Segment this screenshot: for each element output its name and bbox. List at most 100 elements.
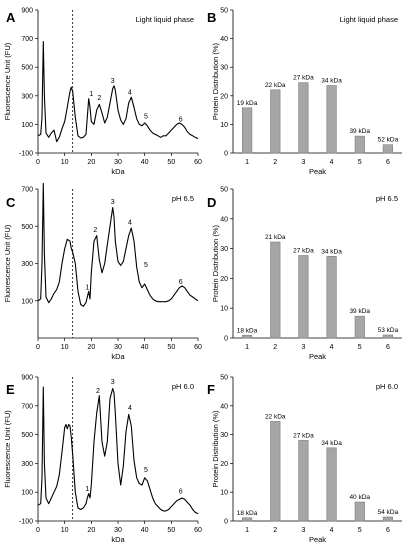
peak-label-e: 6	[179, 489, 183, 496]
bar-f	[382, 516, 394, 522]
bar-f	[270, 421, 281, 522]
bar-label-b: 27 kDa	[293, 75, 314, 82]
bar-b	[298, 82, 309, 154]
panel-annotation-b: Light liquid phase	[340, 15, 398, 24]
bar-label-f: 22 kDa	[265, 413, 286, 420]
y-tick-label-f: 10	[220, 490, 228, 497]
bar-d	[354, 315, 365, 339]
x-axis-label-b: Peak	[309, 167, 326, 176]
x-tick-label-c: 60	[194, 344, 202, 351]
bar-label-f: 40 kDa	[349, 494, 370, 501]
x-tick-label-e: 20	[87, 527, 95, 534]
peak-label-a: 5	[144, 114, 148, 121]
y-tick-label-f: 0	[224, 519, 228, 526]
x-tick-label-c: 30	[114, 344, 122, 351]
bar-d	[270, 241, 281, 339]
x-tick-label-a: 60	[194, 159, 202, 166]
peak-label-e: 4	[128, 405, 132, 412]
peak-label-c: 4	[128, 219, 132, 226]
x-tick-label-d: 6	[386, 344, 390, 351]
y-axis-label-a: Fluorescence Unit (FU)	[3, 42, 12, 120]
x-tick-label-a: 0	[36, 159, 40, 166]
peak-label-c: 2	[93, 227, 97, 234]
x-tick-label-a: 50	[167, 159, 175, 166]
panel-letter-c: C	[6, 195, 16, 210]
y-tick-label-b: 0	[224, 151, 228, 158]
bar-label-d: 39 kDa	[349, 308, 370, 315]
x-tick-label-e: 30	[114, 527, 122, 534]
peak-label-c: 6	[179, 279, 183, 286]
bar-label-f: 27 kDa	[293, 432, 314, 439]
series-line-c	[37, 182, 199, 307]
y-tick-label-a: 300	[21, 93, 33, 100]
bar-label-b: 22 kDa	[265, 82, 286, 89]
bar-label-b: 19 kDa	[237, 100, 258, 107]
y-tick-label-c: 300	[21, 261, 33, 268]
y-axis-label-e: Fluorescence Unit (FU)	[3, 410, 12, 488]
series-line-a	[37, 40, 199, 143]
y-tick-label-a: -100	[19, 151, 33, 158]
bar-d	[298, 255, 309, 339]
bar-d	[382, 334, 394, 339]
x-tick-label-e: 40	[141, 527, 149, 534]
y-tick-label-b: 50	[220, 8, 228, 15]
y-tick-label-d: 50	[220, 187, 228, 194]
y-tick-label-e: 100	[21, 490, 33, 497]
bar-label-f: 34 kDa	[321, 440, 342, 447]
panel-annotation-c: pH 6.5	[172, 194, 194, 203]
bar-label-d: 18 kDa	[237, 327, 258, 334]
x-tick-label-e: 0	[36, 527, 40, 534]
y-tick-label-f: 20	[220, 461, 228, 468]
x-tick-label-c: 20	[87, 344, 95, 351]
x-tick-label-b: 2	[273, 159, 277, 166]
y-tick-label-c: 100	[21, 298, 33, 305]
y-tick-label-e: 500	[21, 432, 33, 439]
x-axis-label-e: kDa	[111, 535, 125, 544]
bar-label-b: 52 kDa	[378, 137, 399, 144]
x-tick-label-f: 1	[245, 527, 249, 534]
peak-label-a: 3	[111, 78, 115, 85]
bar-f	[242, 517, 253, 522]
peak-label-a: 1	[89, 91, 93, 98]
panel-annotation-f: pH 6.0	[376, 382, 398, 391]
y-tick-label-f: 50	[220, 375, 228, 382]
y-tick-label-e: 300	[21, 461, 33, 468]
y-tick-label-f: 40	[220, 403, 228, 410]
y-tick-label-c: 500	[21, 224, 33, 231]
x-tick-label-f: 4	[330, 527, 334, 534]
bar-d	[326, 255, 337, 339]
x-axis-label-c: kDa	[111, 352, 125, 361]
bar-b	[382, 144, 394, 154]
x-tick-label-e: 50	[167, 527, 175, 534]
peak-label-a: 2	[97, 95, 101, 102]
y-tick-label-e: -100	[19, 519, 33, 526]
panel-annotation-d: pH 6.5	[376, 194, 398, 203]
x-tick-label-b: 5	[358, 159, 362, 166]
peak-label-e: 3	[111, 379, 115, 386]
bar-label-d: 21 kDa	[265, 234, 286, 241]
bar-label-f: 18 kDa	[237, 510, 258, 517]
y-tick-label-c: 700	[21, 187, 33, 194]
panel-letter-a: A	[6, 10, 16, 25]
y-tick-label-b: 30	[220, 65, 228, 72]
peak-label-c: 5	[144, 262, 148, 269]
y-axis-label-d: Protein Distribution (%)	[211, 224, 220, 302]
x-tick-label-d: 3	[301, 344, 305, 351]
peak-label-c: 3	[111, 199, 115, 206]
x-tick-label-b: 6	[386, 159, 390, 166]
bar-label-d: 53 kDa	[378, 327, 399, 334]
bar-f	[298, 440, 309, 522]
peak-label-c: 1	[85, 285, 89, 292]
x-tick-label-f: 5	[358, 527, 362, 534]
panel-letter-d: D	[207, 195, 216, 210]
bar-label-b: 34 kDa	[321, 78, 342, 85]
x-tick-label-a: 10	[61, 159, 69, 166]
y-tick-label-a: 700	[21, 36, 33, 43]
x-tick-label-b: 4	[330, 159, 334, 166]
panel-letter-f: F	[207, 382, 215, 397]
bar-f	[326, 447, 337, 522]
y-tick-label-a: 900	[21, 8, 33, 15]
y-tick-label-d: 20	[220, 276, 228, 283]
x-tick-label-c: 10	[61, 344, 69, 351]
